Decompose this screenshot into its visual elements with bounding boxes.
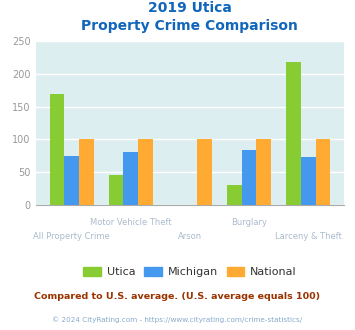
Bar <box>316 139 330 205</box>
Title: 2019 Utica
Property Crime Comparison: 2019 Utica Property Crime Comparison <box>82 1 298 33</box>
Bar <box>242 150 256 205</box>
Text: Arson: Arson <box>178 232 202 241</box>
Text: © 2024 CityRating.com - https://www.cityrating.com/crime-statistics/: © 2024 CityRating.com - https://www.city… <box>53 316 302 323</box>
Bar <box>227 185 242 205</box>
Bar <box>256 139 271 205</box>
Bar <box>197 139 212 205</box>
Bar <box>301 157 316 205</box>
Text: Burglary: Burglary <box>231 218 267 227</box>
Bar <box>79 139 94 205</box>
Bar <box>286 62 301 205</box>
Bar <box>124 152 138 205</box>
Bar <box>109 175 124 205</box>
Text: All Property Crime: All Property Crime <box>33 232 110 241</box>
Legend: Utica, Michigan, National: Utica, Michigan, National <box>79 262 301 282</box>
Text: Compared to U.S. average. (U.S. average equals 100): Compared to U.S. average. (U.S. average … <box>34 292 321 301</box>
Bar <box>50 93 64 205</box>
Bar <box>138 139 153 205</box>
Text: Motor Vehicle Theft: Motor Vehicle Theft <box>90 218 171 227</box>
Bar <box>64 156 79 205</box>
Text: Larceny & Theft: Larceny & Theft <box>275 232 342 241</box>
